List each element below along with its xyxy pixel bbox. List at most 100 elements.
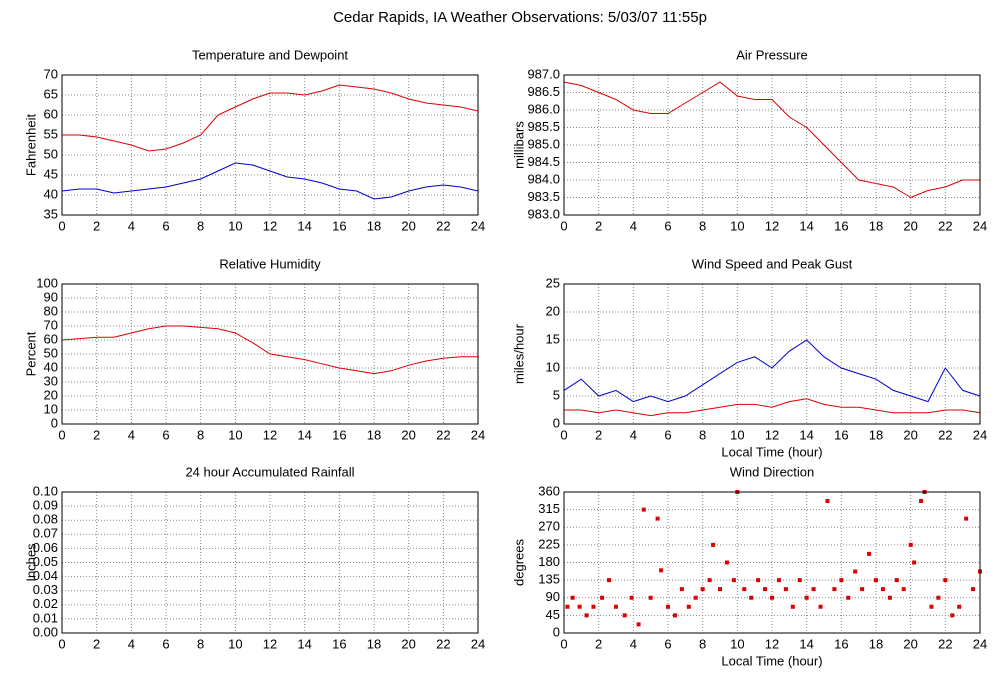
data-point (912, 560, 917, 565)
x-tick-label: 18 (869, 636, 883, 651)
data-point (693, 595, 698, 600)
x-tick-label: 0 (58, 218, 65, 233)
y-tick-label: 0.06 (33, 540, 58, 555)
plot-frame (61, 283, 479, 425)
data-point (679, 587, 684, 592)
x-axis-label: Local Time (hour) (721, 653, 822, 668)
x-tick-label: 10 (228, 636, 242, 651)
data-point (818, 604, 823, 609)
y-tick-label: 60 (44, 106, 58, 121)
y-tick-label: 10 (44, 401, 58, 416)
y-tick-label: 270 (538, 519, 560, 534)
x-tick-label: 12 (263, 218, 277, 233)
x-tick-label: 12 (765, 218, 779, 233)
y-tick-label: 360 (538, 483, 560, 498)
x-tick-label: 2 (93, 636, 100, 651)
y-tick-label: 90 (44, 289, 58, 304)
x-tick-label: 22 (436, 218, 450, 233)
data-point (700, 587, 705, 592)
data-point (629, 595, 634, 600)
data-point (641, 507, 646, 512)
y-tick-label: 70 (44, 317, 58, 332)
x-tick-label: 10 (730, 636, 744, 651)
x-tick-label: 8 (197, 636, 204, 651)
plot-frame (563, 491, 981, 634)
data-point (742, 587, 747, 592)
data-point (880, 587, 885, 592)
x-tick-label: 10 (730, 427, 744, 442)
y-tick-label: 0.04 (33, 568, 58, 583)
chart-title: 24 hour Accumulated Rainfall (185, 464, 354, 479)
x-tick-label: 0 (560, 636, 567, 651)
data-point (622, 613, 627, 618)
x-tick-label: 18 (367, 636, 381, 651)
y-tick-label: 0.07 (33, 526, 58, 541)
y-tick-label: 0.10 (33, 483, 58, 498)
y-axis-label: millibars (511, 121, 526, 169)
data-point (943, 578, 948, 583)
y-tick-label: 0.00 (33, 624, 58, 639)
x-tick-label: 4 (128, 218, 135, 233)
data-point (655, 516, 660, 521)
x-tick-label: 6 (162, 427, 169, 442)
x-tick-label: 12 (765, 636, 779, 651)
data-point (894, 578, 899, 583)
data-point (874, 578, 878, 583)
y-tick-label: 315 (538, 501, 560, 516)
x-tick-label: 8 (699, 636, 706, 651)
data-point (797, 578, 802, 583)
plot-frame (61, 74, 479, 216)
data-point (718, 587, 722, 592)
x-tick-label: 4 (630, 427, 637, 442)
data-point (950, 613, 955, 618)
data-point (919, 499, 924, 504)
x-tick-label: 2 (595, 427, 602, 442)
x-tick-label: 0 (560, 427, 567, 442)
y-tick-label: 10 (546, 359, 560, 374)
y-tick-label: 225 (538, 536, 560, 551)
data-point (811, 587, 816, 592)
x-tick-label: 0 (560, 218, 567, 233)
y-tick-label: 0.03 (33, 582, 58, 597)
x-tick-label: 22 (436, 636, 450, 651)
chart-title: Temperature and Dewpoint (192, 47, 348, 62)
chart-title: Relative Humidity (219, 256, 321, 271)
x-tick-label: 20 (401, 636, 415, 651)
data-point (666, 604, 670, 609)
plot-frame (563, 74, 981, 216)
y-tick-label: 55 (44, 126, 58, 141)
data-line (563, 81, 980, 199)
y-tick-label: 0.08 (33, 512, 58, 527)
data-point (724, 560, 729, 565)
y-tick-label: 80 (44, 303, 58, 318)
data-line (564, 398, 981, 417)
y-tick-label: 0 (553, 415, 560, 430)
y-tick-label: 70 (44, 66, 58, 81)
x-tick-label: 16 (332, 427, 346, 442)
y-tick-label: 984.5 (527, 154, 560, 169)
x-tick-label: 6 (162, 636, 169, 651)
x-tick-label: 20 (903, 636, 917, 651)
y-tick-label: 30 (44, 373, 58, 388)
x-tick-label: 14 (297, 636, 311, 651)
y-tick-label: 60 (44, 331, 58, 346)
data-point (731, 578, 736, 583)
data-point (804, 595, 809, 600)
y-tick-label: 987.0 (527, 66, 560, 81)
x-tick-label: 6 (664, 427, 671, 442)
data-point (770, 595, 774, 600)
data-point (790, 604, 795, 609)
data-point (971, 587, 976, 592)
x-tick-label: 14 (799, 636, 813, 651)
data-line (61, 325, 478, 375)
y-tick-label: 180 (538, 554, 560, 569)
data-point (839, 578, 844, 583)
data-point (659, 568, 664, 573)
data-point (711, 542, 716, 547)
data-point (763, 587, 768, 592)
y-tick-label: 983.0 (527, 206, 560, 221)
x-tick-label: 2 (93, 218, 100, 233)
x-tick-label: 16 (834, 427, 848, 442)
x-tick-label: 10 (228, 427, 242, 442)
x-tick-label: 18 (869, 427, 883, 442)
